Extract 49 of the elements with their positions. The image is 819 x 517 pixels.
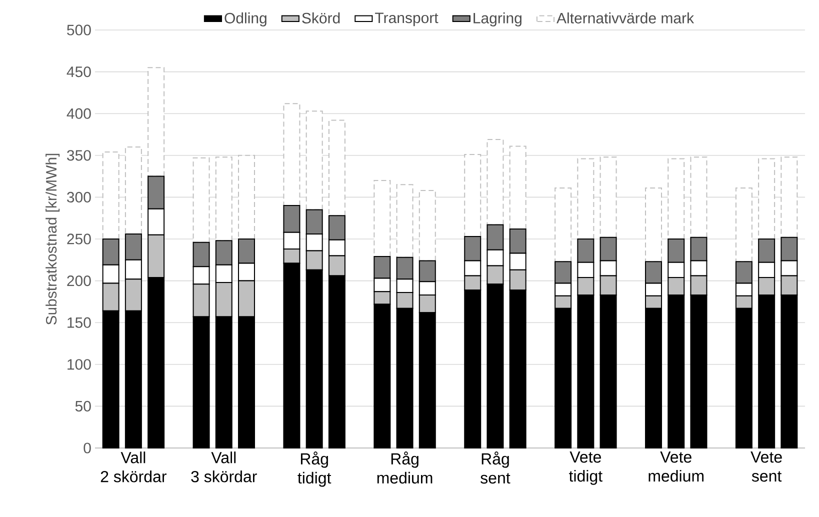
y-tick-label: 500	[67, 24, 91, 36]
bar	[577, 158, 594, 240]
bar	[690, 156, 708, 238]
x-tick-label: Vete medium	[648, 452, 704, 482]
x-tick-label: Råg medium	[377, 452, 432, 484]
y-tick-label: 0	[84, 442, 91, 454]
x-tick-label: Vete sent	[750, 452, 782, 482]
legend-label: Alternativvärde mark	[556, 12, 694, 24]
legend-label: Transport	[375, 12, 438, 26]
bar	[283, 103, 300, 206]
bar	[486, 139, 504, 226]
y-tick-label: 250	[67, 234, 91, 244]
y-tick-label: 50	[75, 400, 91, 412]
bar	[758, 158, 776, 240]
bar	[306, 110, 323, 210]
y-tick-label: 200	[67, 275, 91, 286]
bar	[215, 156, 232, 242]
bar	[396, 184, 414, 258]
bar	[102, 152, 120, 240]
bar	[645, 188, 662, 262]
y-tick-label: 450	[66, 66, 91, 78]
y-tick-label: 300	[67, 192, 91, 203]
legend-label: Lagring	[474, 12, 522, 26]
legend-label: Skörd	[302, 12, 340, 24]
x-tick-label: Vall 2 skördar	[100, 452, 166, 482]
x-tick-label: Råg tidigt	[298, 452, 332, 487]
bar	[192, 157, 210, 243]
bar	[374, 180, 391, 258]
bar	[418, 190, 436, 262]
bar	[735, 188, 752, 262]
bar	[124, 146, 142, 234]
y-axis-title: Substratkostnad [kr/MWh]	[46, 154, 60, 325]
bar	[328, 120, 346, 216]
bar	[509, 146, 526, 230]
bar	[464, 154, 482, 237]
bar	[600, 156, 617, 238]
legend-label: Odling	[224, 12, 266, 26]
y-tick-label: 400	[66, 108, 91, 119]
y-tick-label: 350	[67, 150, 91, 161]
y-tick-label: 150	[68, 317, 91, 328]
bar	[668, 158, 685, 240]
bar	[148, 67, 165, 177]
bar	[554, 188, 572, 262]
x-tick-label: Vall 3 skördar	[191, 452, 257, 482]
bar	[238, 154, 255, 240]
y-tick-label: 100	[68, 359, 91, 370]
x-tick-label: Vete tidigt	[569, 452, 602, 485]
bar	[780, 156, 798, 238]
x-tick-label: Råg sent	[480, 452, 510, 484]
